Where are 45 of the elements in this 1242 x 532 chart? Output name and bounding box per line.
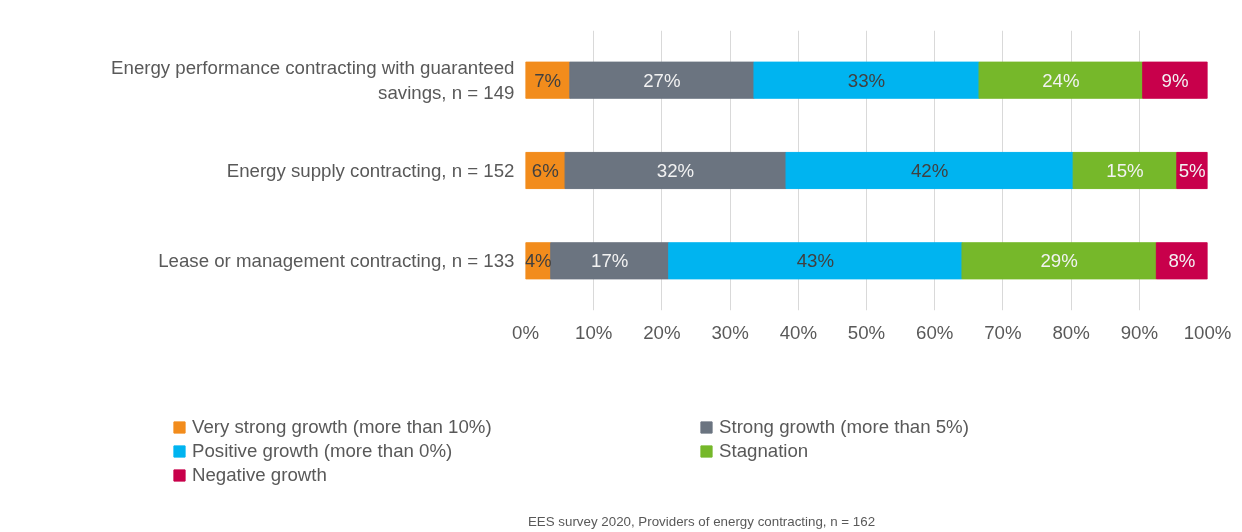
x-tick-label: 10% — [575, 321, 613, 343]
data-label: 24% — [1042, 69, 1080, 91]
x-tick-label: 0% — [512, 321, 539, 343]
data-label: 8% — [1168, 250, 1196, 272]
legend-label: Very strong growth (more than 10%) — [192, 416, 493, 438]
data-label: 43% — [796, 250, 835, 272]
data-label: 33% — [847, 69, 886, 91]
x-tick-label: 60% — [916, 321, 954, 343]
data-label: 29% — [1040, 250, 1078, 272]
bar — [1155, 242, 1208, 280]
x-tick-label: 20% — [643, 321, 681, 343]
y-tick-label: Lease or management contracting, n = 133 — [158, 250, 515, 272]
x-tick-label: 70% — [984, 321, 1022, 343]
legend-label: Strong growth (more than 5%) — [719, 416, 970, 438]
data-label: 32% — [656, 160, 695, 181]
x-tick-label: 80% — [1052, 321, 1090, 343]
bar — [550, 242, 670, 280]
legend-label: Stagnation — [719, 440, 810, 462]
bar — [753, 61, 980, 99]
text: EES survey 2020, Providers of energy contracting, n = 162 — [527, 513, 876, 529]
data-label: 27% — [643, 69, 681, 91]
bar — [978, 61, 1144, 99]
x-tick-label: 30% — [711, 321, 749, 343]
bar — [785, 151, 1074, 190]
legend-label: Positive growth (more than 0%) — [192, 440, 454, 462]
legend-label: Negative growth — [192, 464, 328, 486]
data-label: 9% — [1161, 69, 1189, 91]
y-tick-label: Energy performance contracting with guaranteed savings, n = 149 — [111, 57, 515, 104]
x-tick-label: 100% — [1183, 321, 1232, 343]
y-tick-label: Energy supply contracting, n = 152 — [226, 160, 515, 181]
bar — [564, 151, 787, 190]
x-tick-label: 90% — [1120, 321, 1158, 343]
data-label: 5% — [1178, 160, 1206, 181]
bar — [668, 242, 963, 280]
data-label: 6% — [531, 160, 559, 181]
bar — [1142, 61, 1208, 99]
data-label: 42% — [910, 160, 949, 181]
bar — [1072, 151, 1178, 190]
x-tick-label: 50% — [847, 321, 886, 343]
bar — [961, 242, 1157, 280]
bar — [569, 61, 755, 99]
data-label: 17% — [591, 250, 629, 272]
data-label: 7% — [534, 69, 562, 91]
data-label: 15% — [1106, 160, 1144, 181]
x-tick-label: 40% — [779, 321, 817, 343]
